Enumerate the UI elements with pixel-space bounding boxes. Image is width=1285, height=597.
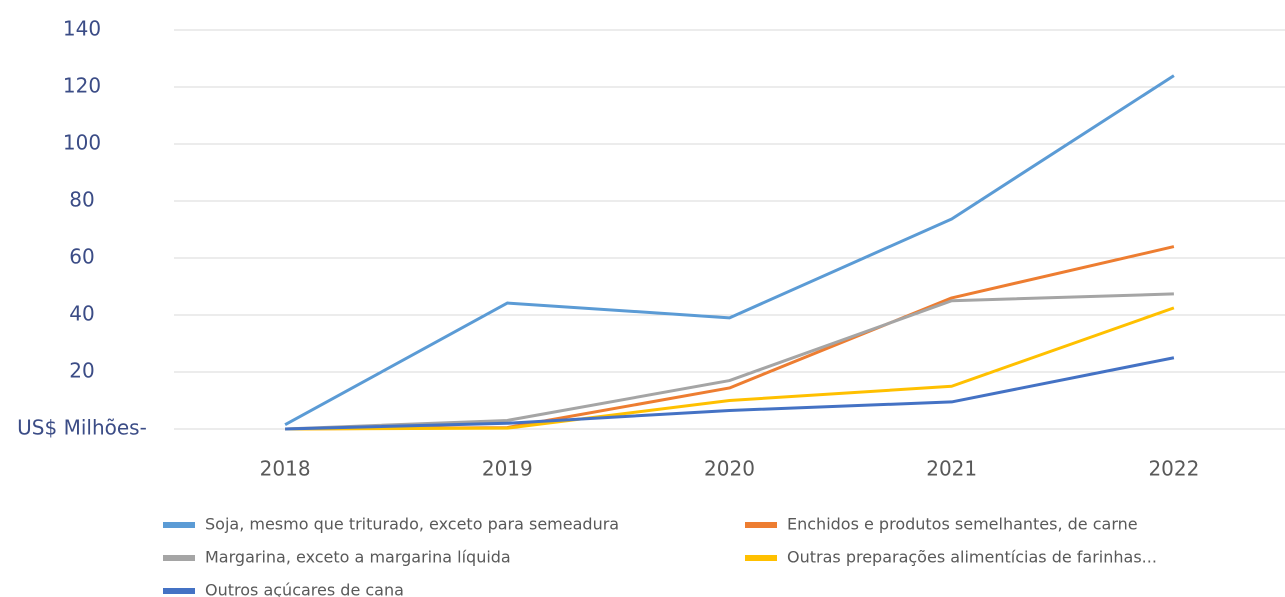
y-tick-label: US$ Milhões- <box>17 416 147 440</box>
legend-swatch <box>163 555 195 561</box>
legend-label: Soja, mesmo que triturado, exceto para s… <box>205 515 619 534</box>
legend-label: Enchidos e produtos semelhantes, de carn… <box>787 515 1138 534</box>
y-tick-label: 40 <box>69 302 94 326</box>
x-tick-label: 2019 <box>482 457 533 481</box>
x-tick-label: 2021 <box>926 457 977 481</box>
legend-swatch <box>163 588 195 594</box>
x-tick-label: 2018 <box>260 457 311 481</box>
series-line <box>285 356 1175 431</box>
x-tick-label: 2022 <box>1148 457 1199 481</box>
series-line <box>285 306 1175 431</box>
legend-swatch <box>745 522 777 528</box>
legend-swatch <box>745 555 777 561</box>
legend-label: Outras preparações alimentícias de farin… <box>787 548 1157 567</box>
x-tick-label: 2020 <box>704 457 755 481</box>
y-tick-label: 100 <box>63 131 101 155</box>
legend-swatch <box>163 522 195 528</box>
series-line <box>285 292 1174 431</box>
legend-label: Margarina, exceto a margarina líquida <box>205 548 511 567</box>
series-line <box>284 74 1175 427</box>
y-tick-label: 20 <box>69 359 94 383</box>
y-tick-label: 140 <box>63 17 101 41</box>
y-tick-label: 80 <box>69 188 94 212</box>
y-tick-label: 60 <box>69 245 94 269</box>
legend-label: Outros açúcares de cana <box>205 581 404 597</box>
y-tick-label: 120 <box>63 74 101 98</box>
